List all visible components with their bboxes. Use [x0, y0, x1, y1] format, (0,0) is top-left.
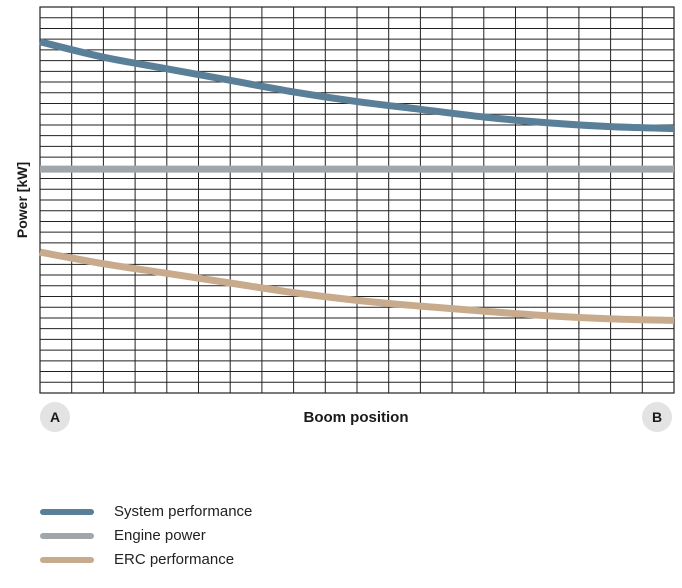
y-axis-label: Power [kW] — [14, 162, 30, 238]
legend-label: System performance — [114, 503, 253, 520]
legend-label: ERC performance — [114, 551, 235, 568]
series-lines — [39, 38, 675, 324]
grid — [39, 6, 675, 394]
series-line — [39, 248, 675, 324]
legend-item: Engine power — [40, 524, 252, 547]
legend-item: ERC performance — [40, 548, 252, 571]
legend-swatch — [40, 556, 94, 563]
legend-swatch — [40, 508, 94, 515]
x-start-marker: A — [40, 402, 70, 432]
legend-label: Engine power — [114, 527, 206, 544]
x-end-marker: B — [642, 402, 672, 432]
power-chart: Power [kW] A Boom position B — [14, 6, 675, 432]
legend-item: System performance — [40, 500, 252, 523]
x-start-label: A — [50, 409, 60, 425]
series-line — [39, 38, 675, 133]
legend-swatch — [40, 532, 94, 539]
legend: System performance Engine power ERC perf… — [40, 500, 252, 572]
x-axis-label: Boom position — [304, 409, 409, 426]
x-end-label: B — [652, 409, 662, 425]
